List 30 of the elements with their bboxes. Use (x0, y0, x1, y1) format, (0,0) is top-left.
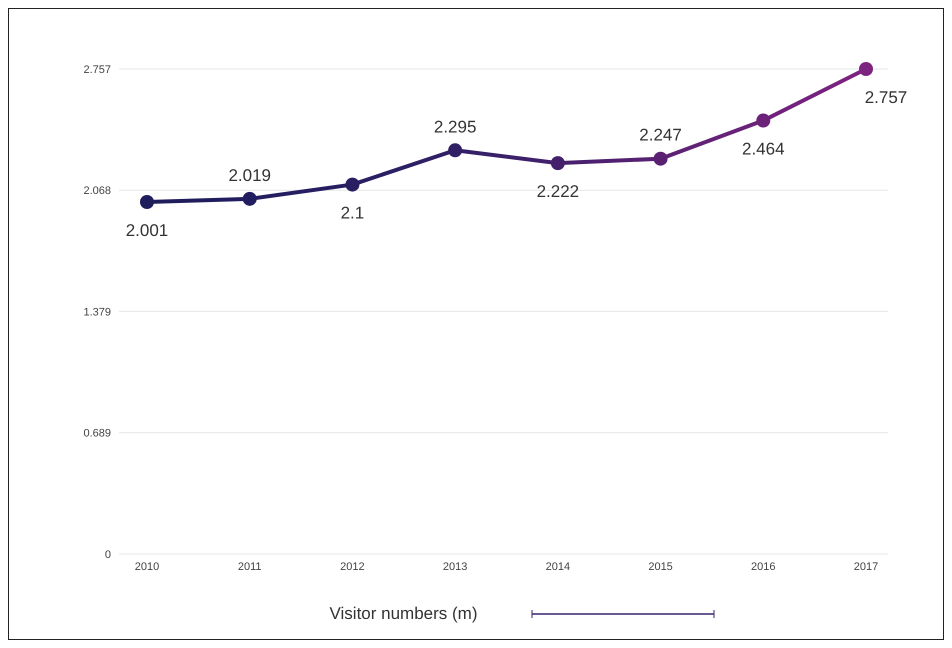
data-label: 2.222 (536, 182, 580, 202)
x-tick-label: 2014 (546, 560, 570, 573)
point (140, 194, 154, 209)
x-tick-label: 2016 (751, 560, 776, 573)
point (550, 156, 565, 170)
y-tick-label: 0 (104, 548, 111, 561)
data-label: 2.001 (126, 220, 168, 240)
point (756, 114, 770, 128)
x-tick-label: 2017 (854, 560, 878, 573)
data-label: 2.1 (340, 204, 364, 223)
data-label: 2.757 (864, 88, 908, 107)
y-tick-label: 0.689 (83, 428, 111, 440)
x-tick-label: 2013 (442, 560, 468, 573)
x-tick-label: 2011 (238, 560, 262, 573)
x-tick-label: 2010 (134, 560, 160, 573)
point (448, 143, 462, 158)
y-tick-label: 2.757 (83, 64, 111, 76)
point (654, 152, 668, 166)
point (242, 192, 257, 206)
data-label: 2.464 (742, 140, 785, 159)
data-label: 2.247 (639, 126, 682, 145)
x-tick-label: 2012 (340, 560, 365, 573)
data-label: 2.295 (434, 117, 476, 136)
text: Visitor numbers (m) (330, 604, 478, 624)
data-label: 2.019 (228, 166, 271, 185)
y-tick-label: 1.379 (83, 306, 111, 318)
point (345, 178, 360, 192)
x-tick-label: 2015 (648, 560, 673, 573)
y-tick-label: 2.068 (83, 185, 111, 198)
point (859, 62, 873, 76)
